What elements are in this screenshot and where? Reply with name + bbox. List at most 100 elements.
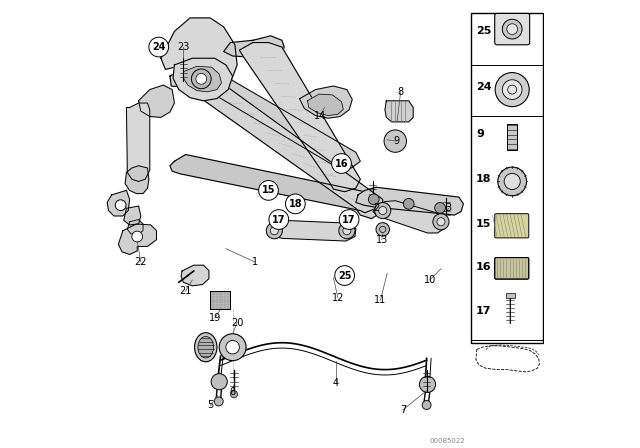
Polygon shape bbox=[107, 190, 129, 216]
Text: 15: 15 bbox=[476, 219, 492, 229]
Circle shape bbox=[502, 19, 522, 39]
FancyBboxPatch shape bbox=[495, 214, 529, 238]
Circle shape bbox=[285, 194, 305, 214]
Circle shape bbox=[339, 210, 359, 229]
Text: 13: 13 bbox=[376, 235, 388, 245]
Text: 12: 12 bbox=[332, 293, 344, 303]
Text: 11: 11 bbox=[374, 295, 387, 305]
Circle shape bbox=[498, 167, 527, 196]
Circle shape bbox=[376, 223, 390, 236]
Bar bbox=[508, 124, 517, 150]
Circle shape bbox=[433, 214, 449, 230]
Text: 1: 1 bbox=[252, 257, 258, 267]
Circle shape bbox=[437, 218, 445, 226]
Text: 9: 9 bbox=[476, 129, 484, 139]
Circle shape bbox=[149, 37, 168, 57]
Circle shape bbox=[495, 73, 529, 107]
Text: 16: 16 bbox=[476, 262, 492, 271]
Text: 21: 21 bbox=[179, 286, 192, 296]
Text: 5: 5 bbox=[207, 401, 213, 410]
Bar bbox=[210, 291, 230, 309]
Circle shape bbox=[214, 397, 223, 406]
Text: 18: 18 bbox=[289, 199, 302, 209]
Polygon shape bbox=[356, 187, 463, 215]
Circle shape bbox=[259, 181, 278, 200]
Text: 18: 18 bbox=[476, 174, 492, 184]
Polygon shape bbox=[267, 220, 356, 241]
Circle shape bbox=[132, 231, 143, 242]
Text: 24: 24 bbox=[152, 42, 166, 52]
Polygon shape bbox=[118, 224, 156, 254]
Circle shape bbox=[504, 173, 520, 190]
Text: 25: 25 bbox=[476, 26, 492, 36]
Text: 7: 7 bbox=[400, 405, 406, 415]
Polygon shape bbox=[125, 166, 149, 194]
Text: 00085022: 00085022 bbox=[430, 438, 465, 444]
Circle shape bbox=[419, 376, 436, 392]
Circle shape bbox=[339, 223, 355, 239]
Text: 23: 23 bbox=[177, 42, 189, 52]
Circle shape bbox=[269, 210, 289, 229]
Polygon shape bbox=[138, 85, 174, 117]
Text: 3: 3 bbox=[445, 203, 452, 213]
Text: 10: 10 bbox=[424, 275, 436, 285]
Circle shape bbox=[369, 194, 379, 205]
Polygon shape bbox=[373, 201, 445, 233]
Polygon shape bbox=[170, 155, 378, 213]
Bar bbox=[210, 291, 230, 309]
Circle shape bbox=[332, 154, 351, 173]
Polygon shape bbox=[127, 220, 143, 234]
Polygon shape bbox=[307, 94, 343, 116]
Polygon shape bbox=[385, 101, 413, 122]
Text: 20: 20 bbox=[231, 318, 243, 327]
Circle shape bbox=[230, 391, 237, 398]
Ellipse shape bbox=[198, 336, 214, 358]
Polygon shape bbox=[170, 67, 383, 219]
Circle shape bbox=[266, 223, 282, 239]
Text: 17: 17 bbox=[342, 215, 356, 224]
Ellipse shape bbox=[195, 332, 217, 362]
Text: 25: 25 bbox=[338, 271, 351, 280]
Polygon shape bbox=[239, 43, 360, 192]
Polygon shape bbox=[181, 265, 209, 286]
Text: 22: 22 bbox=[134, 257, 147, 267]
Polygon shape bbox=[223, 36, 284, 58]
Circle shape bbox=[343, 227, 351, 235]
Text: 6: 6 bbox=[230, 387, 236, 397]
Polygon shape bbox=[127, 103, 150, 181]
Text: 17: 17 bbox=[272, 215, 285, 224]
Circle shape bbox=[211, 374, 227, 390]
Text: 16: 16 bbox=[335, 159, 348, 168]
Circle shape bbox=[226, 340, 239, 354]
Circle shape bbox=[374, 202, 391, 219]
Polygon shape bbox=[173, 58, 232, 101]
Bar bbox=[472, 13, 543, 343]
Circle shape bbox=[270, 227, 278, 235]
Polygon shape bbox=[161, 18, 237, 92]
Text: 15: 15 bbox=[262, 185, 275, 195]
Polygon shape bbox=[124, 206, 141, 225]
Circle shape bbox=[422, 401, 431, 409]
Polygon shape bbox=[300, 86, 352, 118]
Circle shape bbox=[403, 198, 414, 209]
Text: 17: 17 bbox=[476, 306, 492, 316]
Circle shape bbox=[115, 200, 126, 211]
Circle shape bbox=[379, 207, 387, 215]
FancyBboxPatch shape bbox=[495, 258, 529, 279]
Circle shape bbox=[507, 24, 518, 34]
Circle shape bbox=[191, 69, 211, 89]
Circle shape bbox=[219, 334, 246, 361]
FancyBboxPatch shape bbox=[495, 13, 530, 45]
Circle shape bbox=[502, 80, 522, 99]
Circle shape bbox=[196, 73, 207, 84]
Text: 4: 4 bbox=[333, 378, 339, 388]
Bar bbox=[506, 293, 515, 298]
Text: 2: 2 bbox=[373, 203, 379, 213]
Circle shape bbox=[384, 130, 406, 152]
Circle shape bbox=[435, 202, 445, 213]
Circle shape bbox=[335, 266, 355, 285]
Text: 19: 19 bbox=[209, 313, 221, 323]
Text: 14: 14 bbox=[314, 112, 326, 121]
Polygon shape bbox=[186, 65, 360, 168]
Text: 24: 24 bbox=[476, 82, 492, 92]
